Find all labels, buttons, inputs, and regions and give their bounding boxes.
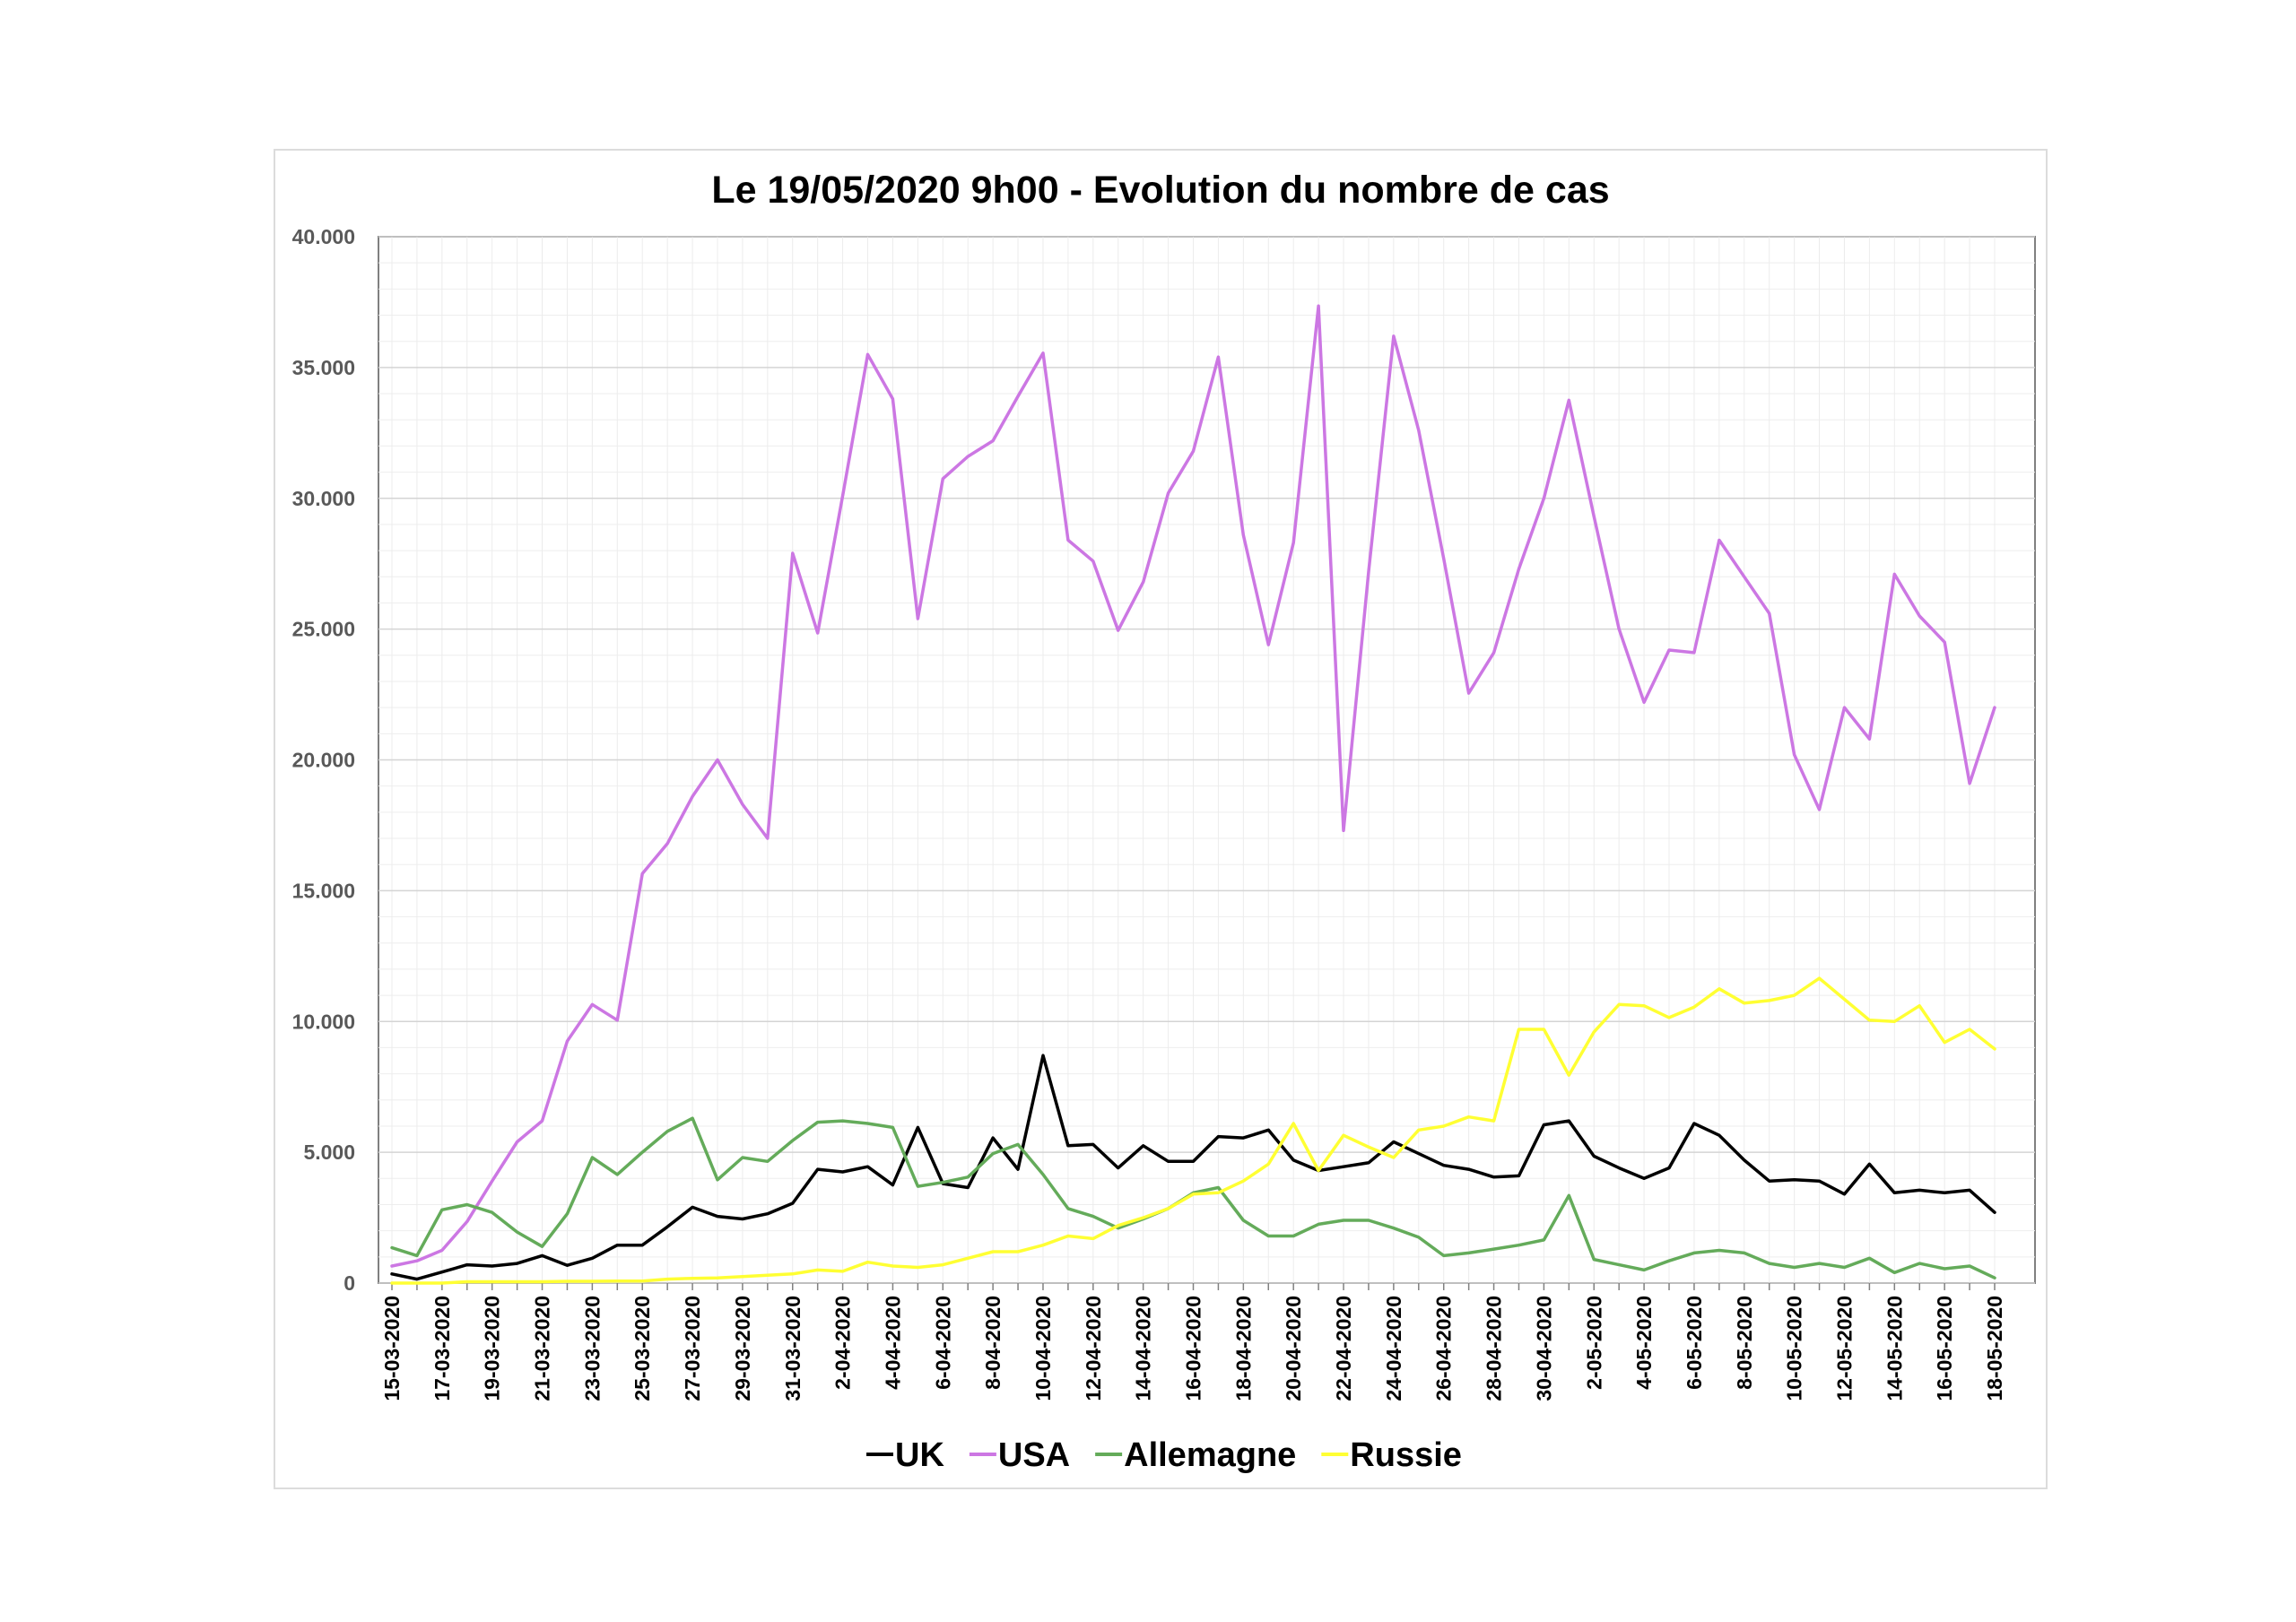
x-tick-label: 8-05-2020: [1733, 1296, 1756, 1390]
x-tick-label: 14-04-2020: [1132, 1296, 1155, 1401]
y-tick-label: 0: [344, 1271, 355, 1295]
x-tick-label: 2-05-2020: [1582, 1296, 1605, 1390]
x-axis: 15-03-2020 17-03-2020 19-03-2020 21-03-2020…: [380, 1283, 2006, 1401]
x-tick-label: 24-04-2020: [1382, 1296, 1405, 1401]
x-tick-label: 4-04-2020: [881, 1296, 904, 1390]
x-tick-label: 30-04-2020: [1532, 1296, 1555, 1401]
x-tick-label: 6-05-2020: [1683, 1296, 1706, 1390]
x-tick-label: 6-04-2020: [931, 1296, 954, 1390]
series-line-russie: [390, 976, 1996, 1285]
x-tick-label: 22-04-2020: [1332, 1296, 1355, 1401]
x-tick-label: 17-03-2020: [430, 1296, 454, 1401]
x-tick-label: 15-03-2020: [380, 1296, 404, 1401]
series-line-usa: [390, 304, 1996, 1268]
y-tick-label: 10.000: [292, 1010, 355, 1033]
y-tick-label: 25.000: [292, 618, 355, 641]
x-tick-label: 27-03-2020: [681, 1296, 704, 1401]
x-tick-label: 21-03-2020: [531, 1296, 554, 1401]
x-tick-label: 10-05-2020: [1783, 1296, 1806, 1401]
y-axis: 0 5.000 10.000 15.000 20.000 25.000 30.000 35.0…: [292, 225, 355, 1295]
y-tick-label: 40.000: [292, 225, 355, 248]
x-tick-label: 20-04-2020: [1282, 1296, 1305, 1401]
legend-label-usa: USA: [998, 1436, 1070, 1474]
legend-label-russie: Russie: [1350, 1436, 1462, 1474]
y-tick-label: 30.000: [292, 487, 355, 510]
legend-label-uk: UK: [895, 1436, 944, 1474]
x-tick-label: 18-05-2020: [1983, 1296, 2006, 1401]
x-tick-label: 10-04-2020: [1031, 1296, 1055, 1401]
x-tick-label: 16-05-2020: [1933, 1296, 1956, 1401]
x-tick-label: 14-05-2020: [1883, 1296, 1906, 1401]
series-line-uk: [390, 1054, 1996, 1281]
x-tick-label: 23-03-2020: [580, 1296, 604, 1401]
x-tick-label: 25-03-2020: [631, 1296, 654, 1401]
x-tick-label: 31-03-2020: [781, 1296, 804, 1401]
legend-label-allemagne: Allemagne: [1124, 1436, 1296, 1474]
x-tick-label: 12-04-2020: [1082, 1296, 1105, 1401]
x-tick-label: 16-04-2020: [1182, 1296, 1205, 1401]
y-tick-label: 20.000: [292, 749, 355, 772]
grid: [378, 236, 2035, 1284]
x-tick-label: 18-04-2020: [1231, 1296, 1255, 1401]
x-tick-label: 8-04-2020: [981, 1296, 1004, 1390]
x-tick-label: 26-04-2020: [1432, 1296, 1456, 1401]
y-tick-label: 35.000: [292, 356, 355, 379]
y-tick-label: 15.000: [292, 879, 355, 902]
series-group: [390, 304, 1996, 1285]
x-tick-label: 2-04-2020: [831, 1296, 855, 1390]
x-tick-label: 4-05-2020: [1632, 1296, 1656, 1390]
x-tick-label: 19-03-2020: [481, 1296, 504, 1401]
x-tick-label: 12-05-2020: [1832, 1296, 1856, 1401]
y-tick-label: 5.000: [303, 1141, 355, 1164]
x-tick-label: 28-04-2020: [1483, 1296, 1506, 1401]
legend: UK USA Allemagne Russie: [866, 1436, 1462, 1474]
x-tick-label: 29-03-2020: [731, 1296, 754, 1401]
chart-title: Le 19/05/2020 9h00 - Evolution du nombre…: [711, 169, 1609, 212]
